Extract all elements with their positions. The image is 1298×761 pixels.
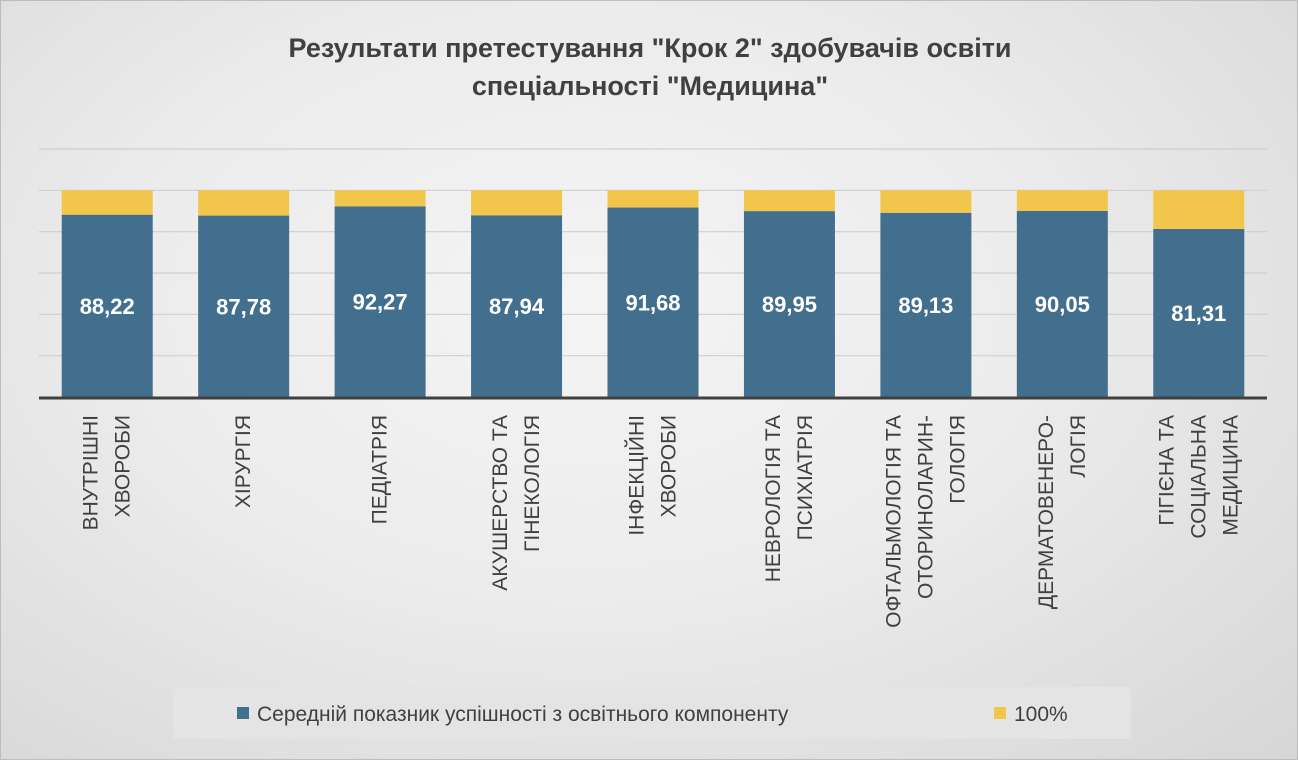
bar-remainder: [1153, 190, 1245, 229]
bar-remainder: [198, 190, 290, 216]
data-label: 81,31: [1171, 301, 1226, 326]
category-label: ПСИХІАТРІЯ: [794, 415, 817, 540]
bar-remainder: [607, 190, 699, 208]
legend-label-score: Середній показник успішності з освітньог…: [257, 703, 789, 726]
category-label: ЛОГІЯ: [1067, 415, 1090, 478]
bar-score: [198, 215, 290, 397]
data-label: 91,68: [625, 290, 680, 315]
bar-score: [1153, 228, 1245, 397]
bar-remainder: [61, 190, 153, 215]
legend-swatch-remainder: [994, 707, 1006, 719]
bar-score: [743, 211, 835, 397]
bar-score: [607, 207, 699, 397]
category-label: ВНУТРІШНІ: [80, 415, 103, 530]
category-label: ОФТАЛЬМОЛОГІЯ ТА: [882, 415, 905, 628]
legend-swatch-score: [237, 707, 249, 719]
category-label: ГІГІЄНА ТА: [1155, 415, 1178, 526]
bar-score: [1016, 210, 1108, 397]
category-label: ДЕРМАТОВЕНЕРО-: [1035, 415, 1058, 609]
bar-score: [471, 215, 563, 397]
chart-title-line: Результати претестування "Крок 2" здобув…: [288, 33, 1011, 63]
category-label: МЕДИЦИНА: [1219, 415, 1242, 536]
data-label: 87,94: [489, 294, 545, 319]
category-label: ГІНЕКОЛОГІЯ: [521, 415, 544, 552]
legend-label-remainder: 100%: [1014, 703, 1068, 726]
category-label: ОТОРИНОЛАРИН-: [914, 415, 937, 599]
data-label: 89,95: [762, 292, 817, 317]
category-label: ПЕДІАТРІЯ: [369, 415, 392, 524]
bar-score: [61, 214, 153, 397]
category-label: ХВОРОБИ: [658, 415, 681, 517]
data-label: 92,27: [353, 290, 408, 315]
category-label: АКУШЕРСТВО ТА: [489, 415, 512, 591]
data-label: 90,05: [1035, 292, 1090, 317]
legend-box: [173, 687, 1131, 739]
bar-remainder: [743, 190, 835, 212]
bar-remainder: [471, 190, 563, 216]
category-label: СОЦІАЛЬНА: [1187, 415, 1210, 539]
category-label: ХІРУРГІЯ: [232, 415, 255, 508]
bar-remainder: [1016, 190, 1108, 211]
bar-remainder: [334, 190, 426, 207]
category-label: ІНФЕКЦІЙНІ: [625, 415, 649, 536]
data-label: 89,13: [898, 293, 953, 318]
category-label: ХВОРОБИ: [112, 415, 135, 517]
category-label: НЕВРОЛОГІЯ ТА: [762, 415, 785, 582]
data-label: 88,22: [80, 294, 135, 319]
category-label: ГОЛОГІЯ: [946, 415, 969, 504]
chart-title-line: спеціальності "Медицина": [472, 71, 828, 101]
bar-remainder: [880, 190, 972, 213]
data-label: 87,78: [216, 294, 271, 319]
bar-score: [880, 212, 972, 397]
bar-score: [334, 206, 426, 397]
